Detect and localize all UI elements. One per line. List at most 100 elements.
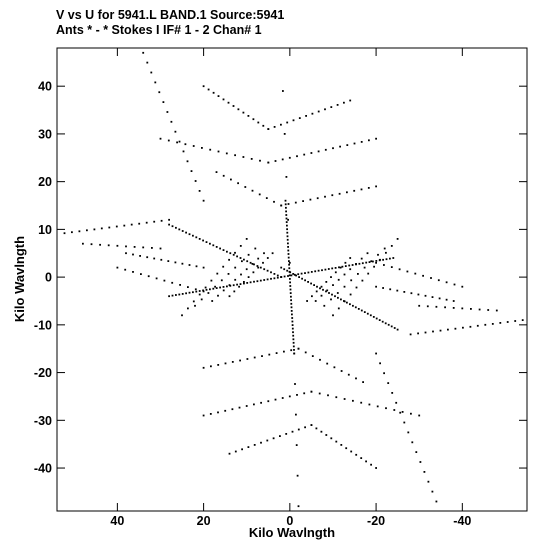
uv-point: [355, 377, 357, 380]
uv-point: [195, 265, 198, 268]
uv-point: [345, 447, 348, 450]
uv-point: [217, 411, 219, 414]
uv-point: [381, 320, 384, 323]
uv-point: [239, 245, 242, 247]
uv-point: [71, 231, 73, 234]
uv-point: [241, 448, 243, 451]
uv-point: [382, 258, 384, 261]
uv-point: [237, 182, 239, 185]
uv-point: [240, 273, 242, 276]
uv-point: [168, 218, 170, 221]
uv-point: [398, 268, 401, 271]
uv-point: [390, 325, 393, 328]
uv-point: [239, 359, 241, 362]
uv-point: [310, 424, 313, 426]
uv-point: [222, 286, 225, 288]
uv-point: [231, 361, 234, 363]
uv-point: [331, 293, 333, 296]
uv-point: [228, 284, 231, 286]
uv-point: [216, 272, 219, 275]
uv-point: [311, 112, 314, 115]
uv-point: [291, 320, 294, 323]
uv-point: [163, 279, 166, 282]
uv-point: [217, 294, 219, 297]
uv-point: [238, 285, 240, 288]
uv-point: [341, 265, 344, 268]
uv-point: [293, 352, 296, 355]
uv-point: [452, 300, 455, 302]
uv-point: [432, 330, 434, 333]
uv-point: [246, 282, 249, 284]
uv-point: [171, 225, 174, 228]
uv-point: [252, 118, 255, 121]
uv-point: [188, 291, 191, 294]
uv-point: [337, 278, 340, 281]
uv-point: [263, 252, 265, 255]
uv-point: [276, 276, 279, 279]
uv-point: [166, 111, 169, 113]
uv-point: [274, 398, 277, 401]
uv-point: [294, 383, 296, 385]
uv-point: [288, 274, 291, 277]
uv-point: [188, 264, 191, 266]
uv-point: [228, 295, 231, 298]
uv-point: [349, 257, 352, 259]
uv-point: [285, 210, 287, 213]
uv-point: [280, 266, 283, 269]
uv-point: [330, 437, 333, 440]
uv-point: [202, 266, 205, 269]
uv-point: [86, 229, 88, 232]
uv-point: [346, 191, 348, 194]
uv-point: [375, 261, 377, 264]
uv-point: [226, 250, 228, 253]
uv-point: [307, 281, 309, 283]
uv-point: [171, 281, 174, 284]
uv-point: [288, 260, 290, 262]
uv-point: [295, 413, 297, 416]
uv-point: [332, 314, 334, 317]
uv-point: [202, 289, 204, 292]
uv-point: [283, 133, 286, 135]
uv-point: [302, 200, 304, 202]
uv-point: [289, 281, 291, 284]
uv-point: [286, 269, 289, 272]
uv-point: [332, 147, 334, 150]
uv-point: [292, 338, 295, 341]
uv-point: [325, 281, 328, 283]
uv-point: [438, 297, 441, 300]
uv-point: [324, 195, 326, 198]
x-tick-label: 20: [197, 514, 211, 528]
uv-point: [317, 269, 320, 272]
uv-point: [469, 325, 472, 328]
uv-point: [339, 266, 342, 269]
uv-point: [351, 264, 354, 266]
uv-point: [285, 176, 288, 178]
uv-point: [426, 305, 429, 308]
uv-point: [174, 130, 177, 133]
uv-point: [355, 263, 357, 265]
uv-point: [170, 120, 173, 123]
uv-point: [188, 233, 191, 236]
uv-point: [249, 281, 252, 284]
uv-point: [301, 277, 303, 280]
uv-point: [331, 194, 334, 197]
uv-point: [346, 144, 349, 146]
uv-point: [266, 278, 269, 281]
uv-point: [283, 275, 286, 278]
uv-point: [393, 327, 396, 329]
uv-point: [168, 223, 170, 226]
uv-point: [116, 266, 119, 269]
uv-point: [410, 412, 412, 415]
uv-point: [375, 467, 377, 469]
uv-point: [327, 268, 330, 270]
uv-point: [396, 328, 399, 331]
uv-point: [431, 490, 434, 493]
uv-point: [267, 128, 270, 130]
uv-point: [215, 246, 218, 248]
uv-point: [286, 121, 289, 124]
uv-point: [259, 266, 262, 269]
uv-point: [236, 283, 238, 286]
uv-point: [343, 101, 345, 104]
uv-point: [158, 91, 161, 94]
